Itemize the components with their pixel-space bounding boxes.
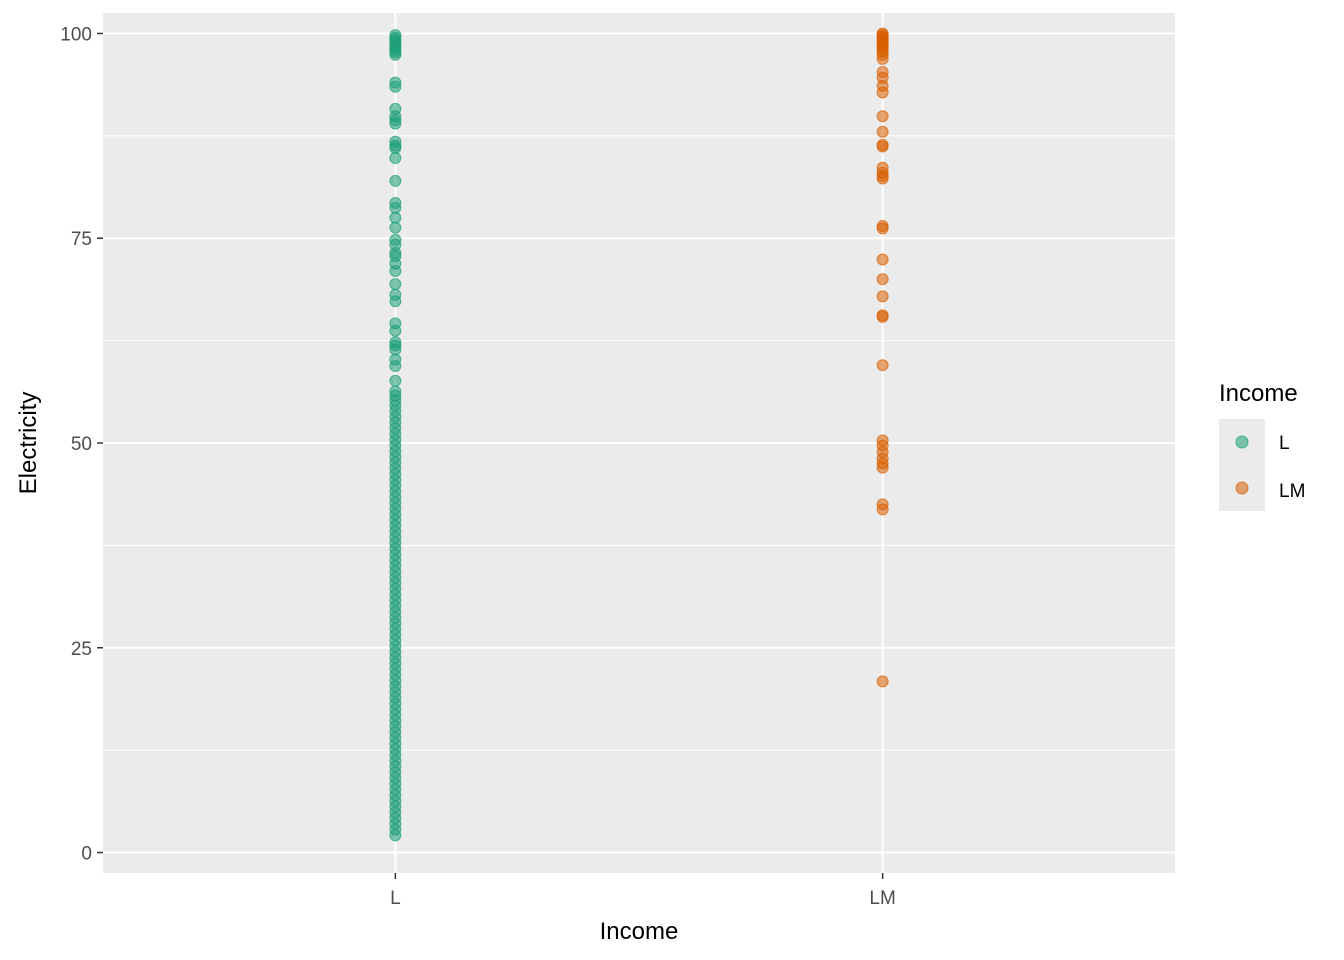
data-point <box>876 86 889 99</box>
y-tick-label: 0 <box>81 844 92 865</box>
data-point <box>876 310 889 323</box>
data-point <box>876 290 889 303</box>
data-point <box>876 253 889 266</box>
data-point <box>389 360 402 373</box>
data-point <box>876 52 889 65</box>
data-point <box>876 359 889 372</box>
legend-key-l <box>1235 435 1249 449</box>
y-axis-title: Electricity <box>15 392 42 495</box>
data-point <box>876 110 889 123</box>
data-point <box>389 221 402 234</box>
y-tick-label: 25 <box>71 639 92 660</box>
data-point <box>389 265 402 277</box>
data-point <box>389 829 402 842</box>
data-point <box>389 174 402 187</box>
data-point <box>876 172 889 185</box>
data-point <box>876 273 889 286</box>
y-tick-label: 100 <box>60 24 92 45</box>
x-tick-label: LM <box>869 888 895 909</box>
data-point <box>389 48 402 61</box>
y-tick-label: 50 <box>71 434 92 455</box>
data-point <box>389 324 402 337</box>
grid-minor <box>103 135 1175 751</box>
x-axis-ticks: L LM <box>390 873 896 909</box>
data-point <box>876 222 889 235</box>
data-point <box>389 117 402 130</box>
data-point <box>389 151 402 164</box>
data-point <box>389 80 402 93</box>
legend-title: Income <box>1219 380 1298 407</box>
x-axis-title: Income <box>600 918 679 945</box>
data-point <box>389 374 402 387</box>
data-point <box>876 675 889 688</box>
x-tick-label: L <box>390 888 401 909</box>
legend-label-lm: LM <box>1279 481 1305 502</box>
data-points <box>389 27 889 842</box>
data-point <box>876 140 889 153</box>
data-point <box>876 125 889 138</box>
data-point <box>876 503 889 516</box>
data-point <box>389 295 402 308</box>
legend: Income L LM <box>1219 380 1305 511</box>
data-point <box>876 461 889 474</box>
legend-key-lm <box>1235 481 1249 495</box>
y-tick-label: 75 <box>71 229 92 250</box>
y-axis-ticks: 0 25 50 75 100 <box>60 24 103 865</box>
legend-label-l: L <box>1279 433 1290 454</box>
data-point <box>389 278 402 291</box>
